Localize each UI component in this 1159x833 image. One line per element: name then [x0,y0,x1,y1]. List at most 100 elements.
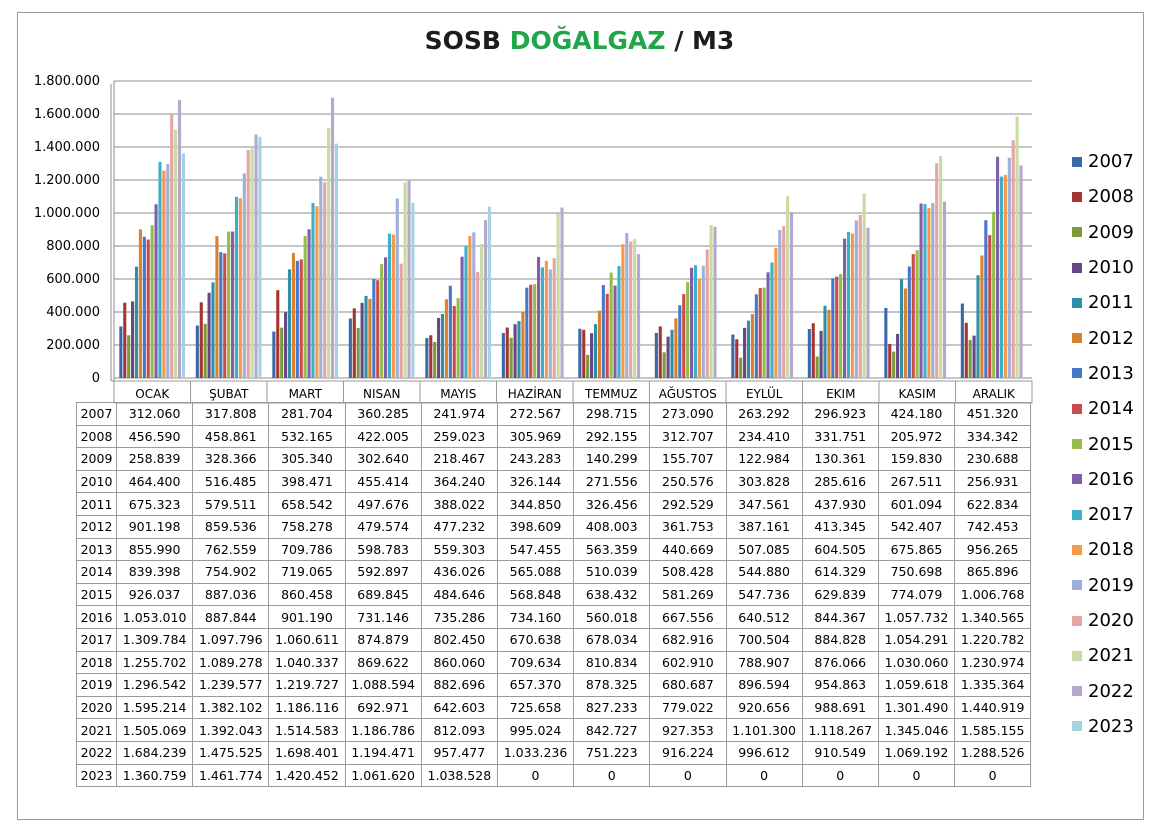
table-value-cell: 901.198 [115,514,194,539]
table-value-cell: 328.366 [192,447,270,471]
y-tick-label: 200.000 [46,338,100,353]
bar-2007-ağustos [654,332,658,378]
table-value-cell: 658.542 [268,492,346,516]
table-value-cell: 1.097.796 [192,627,270,652]
table-value-cell: 876.066 [801,650,879,675]
table-row: 2020 1.595.214 1.382.102 1.186.116 692.971 64… [76,695,1032,720]
bar-2011-ekim [823,305,827,378]
title-part-1: SOSB [424,26,510,55]
bar-2018-hazi̇ran [544,260,548,378]
bar-2019-aralik [1007,157,1011,378]
legend-item-2007: 2007 [1072,144,1152,179]
bar-2021-kasim [939,156,943,378]
table-value-cell: 464.400 [115,469,194,494]
bar-2011-eylül [746,320,751,378]
bar-2017-ağustos [693,265,698,378]
table-value-cell: 1.057.732 [877,605,956,629]
table-value-cell: 0 [954,763,1032,788]
table-row: 2016 1.053.010 887.844 901.190 731.146 735.28… [76,605,1032,629]
bar-2011-ocak [134,266,139,378]
table-value-cell: 0 [649,763,727,788]
table-value-cell: 344.850 [496,492,575,516]
table-value-cell: 1.514.583 [268,718,346,742]
bar-2012-mayis [444,299,448,378]
table-value-cell: 779.022 [649,695,727,720]
bar-2020-ağustos [705,249,709,378]
bar-2010-eylül [743,327,747,378]
table-value-cell: 839.398 [115,560,194,584]
table-value-cell: 326.456 [573,492,651,516]
table-value-cell: 281.704 [268,402,346,426]
table-value-cell: 1.194.471 [344,740,422,765]
table-value-cell: 859.536 [192,514,270,539]
table-value-cell: 258.839 [115,447,194,471]
category-label: MART [289,387,323,401]
bar-2013-temmuz [601,285,605,378]
table-value-cell: 1.335.364 [954,673,1032,697]
bar-2019-ekim [854,220,858,378]
table-value-cell: 250.576 [649,469,727,494]
table-value-cell: 1.053.010 [115,605,194,629]
table-value-cell: 956.265 [954,537,1032,562]
table-year-cell: 2011 [76,492,117,516]
table-value-cell: 296.923 [801,402,879,426]
table-value-cell: 440.669 [649,537,727,562]
bar-2016-eylül [766,272,770,378]
table-row: 2009 258.839 328.366 305.340 302.640 218.467 2… [76,447,1032,471]
table-value-cell: 1.296.542 [115,673,194,697]
table-value-cell: 842.727 [573,718,651,742]
legend-swatch [1072,509,1082,520]
legend-label: 2013 [1088,362,1134,384]
legend-swatch [1072,156,1082,167]
legend-item-2020: 2020 [1072,603,1152,638]
bar-2022-ocak [177,100,182,379]
legend-swatch [1072,686,1082,697]
bar-2009-ocak [127,335,131,378]
table-value-cell: 218.467 [420,447,498,471]
table-value-cell: 1.345.046 [877,718,956,742]
table-row: 2012 901.198 859.536 758.278 479.574 477.232 3… [76,514,1032,539]
bar-2011-şubat [211,282,215,378]
table-value-cell: 565.088 [496,560,575,584]
table-value-cell: 882.696 [420,673,498,697]
table-value-cell: 682.916 [649,627,727,652]
bar-2022-eylül [789,213,794,378]
table-value-cell: 256.931 [954,469,1032,494]
table-value-cell: 458.861 [192,424,270,449]
table-value-cell: 657.370 [496,673,575,697]
table-row: 2008 456.590 458.861 532.165 422.005 259.023 3… [76,424,1032,449]
bar-2009-eylül [739,357,743,378]
bar-2014-mart [299,259,303,378]
bar-2017-nisan [387,233,392,378]
category-label: KASIM [899,387,936,401]
table-value-cell: 670.638 [496,627,575,652]
table-value-cell: 887.036 [192,582,270,607]
table-value-cell: 560.018 [573,605,651,629]
table-value-cell: 130.361 [801,447,879,471]
bar-2015-aralik [992,211,996,378]
bar-2016-temmuz [613,285,617,378]
table-value-cell: 1.360.759 [115,763,194,788]
category-label: MAYIS [440,387,476,401]
bar-2008-ekim [811,323,815,378]
table-value-cell: 754.902 [192,560,270,584]
bar-2023-mayis [487,206,491,378]
bar-2019-mayis [472,232,476,378]
bar-2015-şubat [227,231,231,378]
table-row: 2007 312.060 317.808 281.704 360.285 241.974 2… [76,402,1032,426]
legend-item-2009: 2009 [1072,215,1152,250]
category-label: ARALIK [973,387,1016,401]
bar-2021-mart [327,128,331,378]
bar-2017-ekim [846,232,851,378]
table-value-cell: 155.707 [649,447,727,471]
bar-2021-şubat [250,148,254,378]
bar-2012-temmuz [597,310,601,378]
table-value-cell: 1.059.618 [877,673,956,697]
table-value-cell: 896.594 [725,673,803,697]
table-value-cell: 602.910 [649,650,727,675]
bar-2022-hazi̇ran [560,207,564,378]
table-value-cell: 326.144 [496,469,575,494]
legend-swatch [1072,721,1082,732]
bar-2013-mart [295,260,299,378]
table-value-cell: 988.691 [801,695,879,720]
